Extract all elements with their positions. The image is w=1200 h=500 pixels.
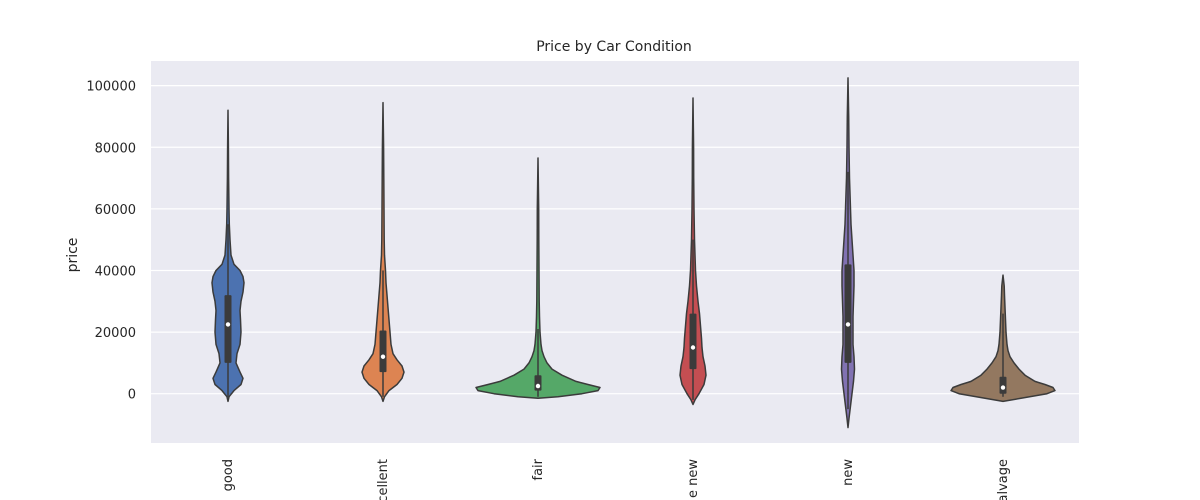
violin-body: [475, 157, 601, 400]
y-tick-label: 80000: [95, 141, 136, 156]
median-dot: [380, 354, 386, 359]
median-dot: [690, 345, 696, 350]
x-tick-label-good: good: [221, 459, 236, 491]
violin-body: [361, 101, 405, 403]
quartile-box: [534, 375, 542, 391]
chart-title: Price by Car Condition: [536, 39, 692, 55]
x-tick-label-salvage: alvage: [996, 459, 1011, 500]
quartile-box: [379, 330, 387, 373]
x-tick-label-fair: fair: [531, 458, 546, 480]
y-axis-title: price: [65, 238, 81, 273]
median-dot: [535, 383, 541, 389]
violin-salvage: [950, 274, 1056, 403]
violin-fair: [475, 157, 601, 400]
violins: [211, 77, 1056, 429]
y-tick-label: 100000: [86, 80, 136, 95]
quartile-box: [999, 376, 1007, 394]
quartile-box: [844, 264, 852, 363]
quartile-box: [224, 295, 232, 363]
x-tick-label-like-new: e new: [686, 459, 701, 498]
violin-good: [211, 109, 245, 403]
x-tick-label-excellent: xcellent: [376, 459, 391, 500]
quartile-box: [689, 313, 697, 370]
median-dot: [1000, 385, 1006, 390]
y-tick-labels: 0 20000 40000 60000 80000 100000: [86, 80, 136, 403]
violin-like-new: [679, 97, 707, 406]
x-tick-label-new: new: [841, 459, 856, 486]
y-tick-label: 0: [128, 388, 136, 403]
y-tick-label: 20000: [95, 326, 136, 341]
violin-excellent: [361, 101, 405, 403]
median-dot: [845, 322, 851, 327]
x-tick-labels: good xcellent fair e new new alvage: [221, 458, 1011, 500]
median-dot: [225, 322, 231, 327]
y-tick-label: 40000: [95, 264, 136, 279]
plot-area-background: [151, 61, 1079, 443]
y-tick-label: 60000: [95, 203, 136, 218]
violin-new: [840, 77, 856, 429]
gridlines: [151, 85, 1079, 395]
